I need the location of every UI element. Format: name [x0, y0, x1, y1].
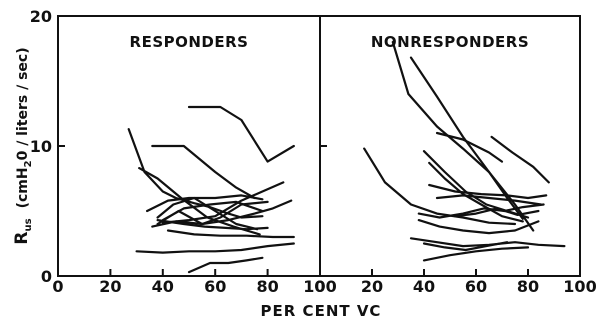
panel-title-responders: RESPONDERS: [130, 33, 249, 51]
y-tick-label: 10: [30, 137, 52, 156]
series-line-nonresponders-14: [422, 246, 530, 262]
x-tick-label: 60: [465, 277, 487, 296]
x-tick-label: 100: [563, 277, 596, 296]
series-line-nonresponders-15: [422, 241, 509, 252]
x-tick-label: 80: [517, 277, 539, 296]
x-tick-label: 80: [256, 277, 278, 296]
x-tick-label: 0: [314, 277, 325, 296]
x-tick-label: 20: [99, 277, 121, 296]
series-line-responders-14: [187, 256, 264, 274]
x-tick-label: 40: [152, 277, 174, 296]
svg-text:Rus(cmH20 / liters / sec): Rus (cmH20 / liters / sec): [12, 47, 34, 244]
x-tick-label: 40: [413, 277, 435, 296]
series-line-nonresponders-7: [428, 161, 524, 223]
series-line-nonresponders-4: [490, 135, 550, 184]
series-line-nonresponders-10: [417, 203, 545, 219]
y-axis-label-main: R: [12, 231, 32, 244]
series-line-nonresponders-12: [417, 219, 540, 235]
y-tick-label: 0: [41, 267, 52, 286]
series-line-responders-8: [156, 200, 269, 226]
series-line-nonresponders-9: [435, 194, 543, 206]
series-line-responders-3: [127, 128, 264, 219]
series-line-responders-1: [187, 105, 295, 163]
x-tick-label: 60: [204, 277, 226, 296]
series-line-responders-13: [135, 242, 295, 254]
series-line-nonresponders-3: [435, 131, 504, 163]
y-axis-label-sub: us: [23, 218, 34, 231]
series-line-nonresponders-5: [363, 147, 517, 226]
x-tick-label: 20: [361, 277, 383, 296]
y-tick-label: 20: [30, 7, 52, 26]
series-line-nonresponders-11: [454, 207, 540, 218]
x-tick-label: 100: [303, 277, 336, 296]
series-line-responders-9: [161, 181, 285, 224]
series-line-responders-10: [151, 199, 293, 228]
panel-frame: [319, 15, 581, 277]
y-axis-label: Rus (cmH20 / liters / sec): [12, 47, 34, 244]
x-axis-label: PER CENT VC: [261, 302, 382, 320]
y-axis-label-units-sub: 2: [23, 160, 34, 167]
series-line-responders-2: [151, 144, 256, 200]
series-line-nonresponders-8: [428, 183, 548, 200]
series-line-responders-12: [166, 229, 295, 239]
x-tick-label: 0: [52, 277, 63, 296]
panel-nonresponders: 0 20 40 60 80 100 NONRESPONDERS: [314, 15, 596, 296]
series-line-nonresponders-1: [391, 40, 524, 220]
y-axis-label-units: (cmH: [15, 167, 31, 208]
series-line-responders-11: [156, 219, 269, 231]
panel-title-nonresponders: NONRESPONDERS: [371, 33, 529, 51]
y-axis-label-units-rest: 0 / liters / sec): [15, 47, 31, 160]
series-line-responders-5: [146, 194, 264, 213]
